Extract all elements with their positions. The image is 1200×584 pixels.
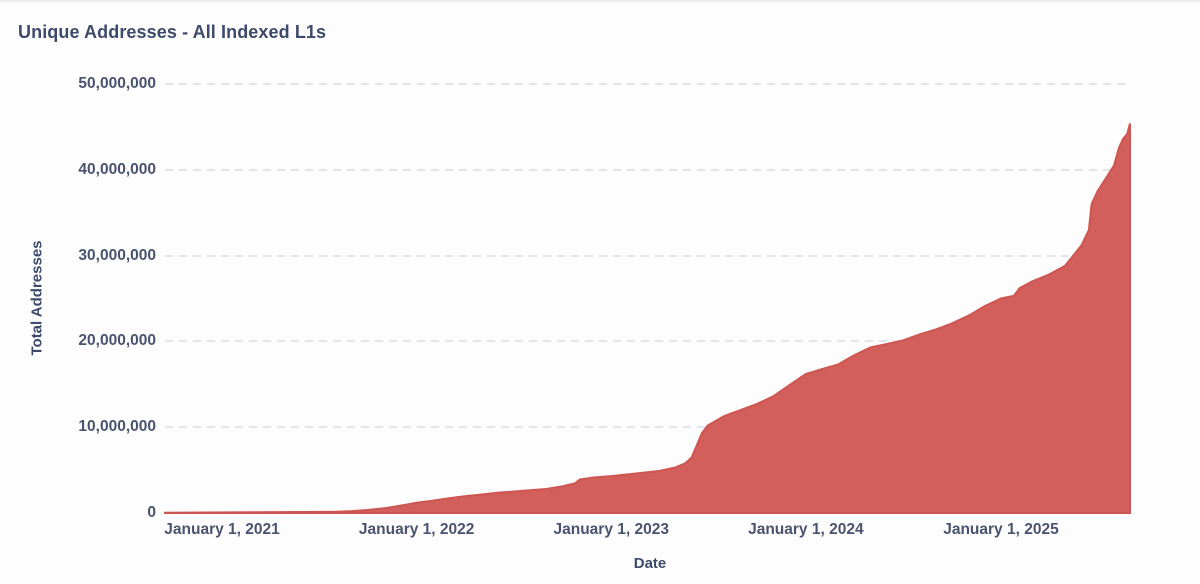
y-tick-label: 40,000,000: [78, 160, 156, 178]
x-tick-label: January 1, 2021: [164, 521, 280, 538]
y-tick-label: 30,000,000: [78, 246, 156, 264]
x-tick-label: January 1, 2024: [748, 521, 864, 538]
y-tick-label: 0: [147, 504, 156, 521]
x-tick-label: January 1, 2023: [553, 521, 669, 538]
x-tick-label: January 1, 2022: [358, 521, 475, 538]
gridline-30000000: [165, 254, 1130, 257]
x-axis-title: Date: [633, 555, 667, 572]
gridline-20000000: [165, 340, 1130, 343]
gridline-10000000: [165, 426, 1130, 429]
chart-title: Unique Addresses - All Indexed L1s: [18, 22, 327, 42]
x-tick-label: January 1, 2025: [943, 521, 1059, 538]
y-tick-label: 20,000,000: [78, 332, 156, 350]
y-tick-label: 10,000,000: [78, 418, 156, 436]
total-addresses-area: [164, 123, 1131, 514]
gridline-50000000: [165, 83, 1130, 85]
gridline-40000000: [165, 168, 1130, 171]
y-axis-title: Total Addresses: [28, 240, 46, 356]
y-tick-label: 50,000,000: [78, 75, 156, 92]
